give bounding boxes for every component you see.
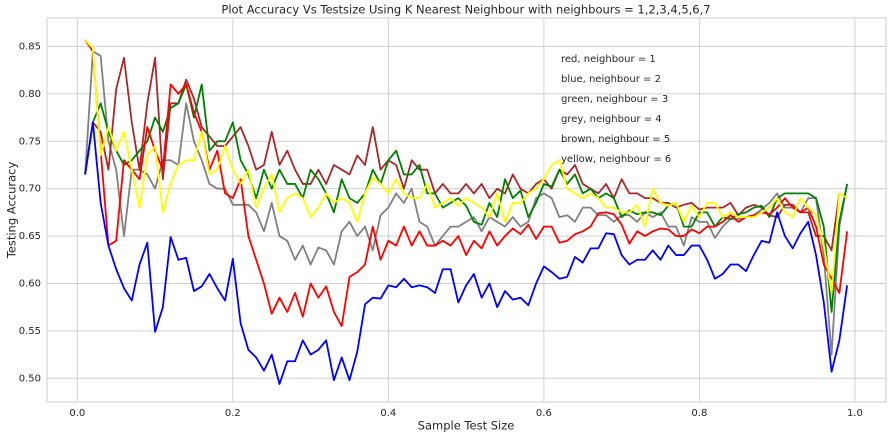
- y-tick-label: 0.65: [19, 231, 41, 242]
- series-line: [84, 39, 848, 294]
- y-tick-label: 0.55: [19, 326, 41, 337]
- y-tick-label: 0.75: [19, 136, 41, 147]
- x-tick-label: 0.8: [691, 408, 707, 419]
- x-tick-label: 0.2: [225, 408, 241, 419]
- series-line: [84, 56, 848, 252]
- annotation: grey, neighbour = 4: [561, 114, 662, 125]
- series-line: [84, 50, 849, 356]
- x-tick-label: 0.0: [69, 408, 85, 419]
- annotation: green, neighbour = 3: [561, 94, 668, 105]
- y-tick-label: 0.80: [19, 89, 41, 100]
- chart-title: Plot Accuracy Vs Testsize Using K Neares…: [221, 3, 710, 17]
- y-tick-label: 0.70: [19, 184, 41, 195]
- y-tick-label: 0.50: [19, 373, 41, 384]
- annotation: yellow, neighbour = 6: [561, 154, 671, 165]
- y-axis-label: Testing Accuracy: [5, 162, 19, 260]
- x-tick-label: 1.0: [847, 408, 863, 419]
- annotation: red, neighbour = 1: [561, 54, 656, 65]
- annotation: brown, neighbour = 5: [561, 134, 670, 145]
- x-tick-label: 0.4: [380, 408, 396, 419]
- y-tick-label: 0.60: [19, 278, 41, 289]
- series-line: [84, 83, 849, 313]
- annotation: blue, neighbour = 2: [561, 74, 661, 85]
- series-line: [84, 121, 849, 385]
- x-axis-label: Sample Test Size: [418, 419, 515, 433]
- x-tick-label: 0.6: [536, 408, 552, 419]
- y-tick-label: 0.85: [19, 41, 41, 52]
- series-line: [84, 39, 849, 328]
